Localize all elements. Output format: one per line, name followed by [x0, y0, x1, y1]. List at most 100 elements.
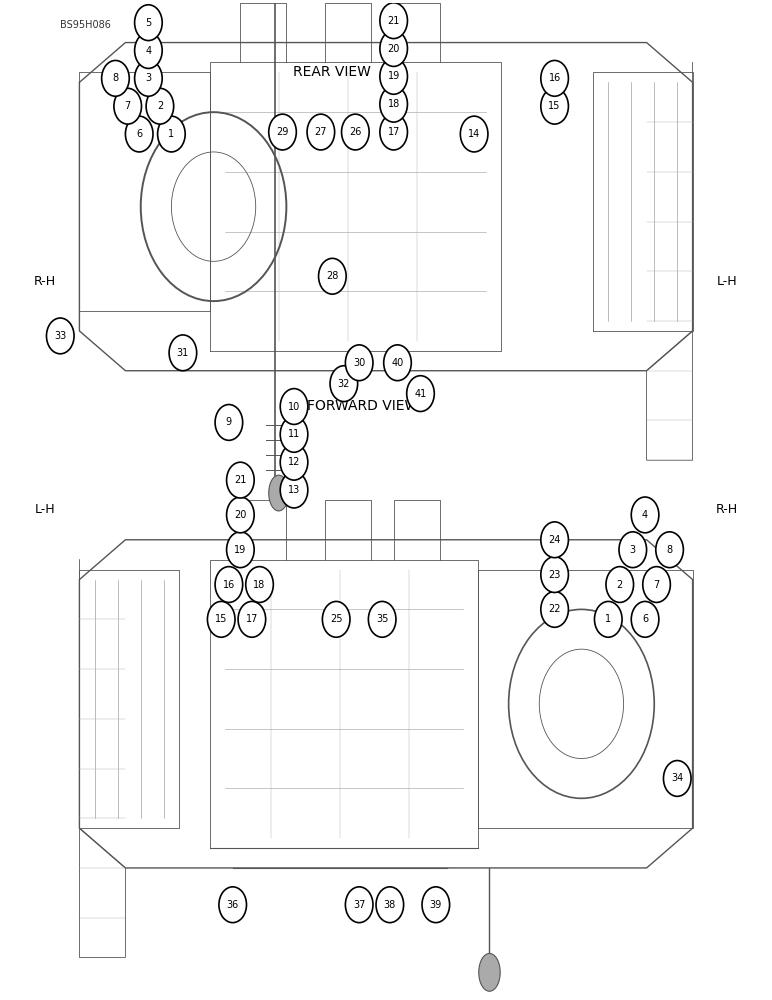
Circle shape [238, 601, 266, 637]
Circle shape [330, 366, 357, 402]
Circle shape [114, 88, 141, 124]
Text: R-H: R-H [34, 275, 56, 288]
Text: 22: 22 [548, 604, 561, 614]
Text: FORWARD VIEW: FORWARD VIEW [307, 399, 418, 413]
Text: 26: 26 [349, 127, 361, 137]
Circle shape [631, 601, 659, 637]
Text: 20: 20 [234, 510, 246, 520]
Text: 15: 15 [215, 614, 228, 624]
Text: REAR VIEW: REAR VIEW [293, 65, 371, 79]
Circle shape [157, 116, 185, 152]
Text: 38: 38 [384, 900, 396, 910]
Circle shape [226, 532, 254, 568]
Text: 4: 4 [642, 510, 648, 520]
Circle shape [541, 60, 568, 96]
Text: 41: 41 [415, 389, 427, 399]
Circle shape [134, 33, 162, 68]
Text: R-H: R-H [716, 503, 738, 516]
Text: 16: 16 [223, 580, 235, 590]
Text: 2: 2 [157, 101, 163, 111]
Circle shape [345, 345, 373, 381]
Circle shape [134, 60, 162, 96]
Text: 16: 16 [548, 73, 560, 83]
Text: 29: 29 [276, 127, 289, 137]
Circle shape [269, 114, 296, 150]
Text: 25: 25 [330, 614, 343, 624]
Circle shape [319, 258, 346, 294]
Circle shape [46, 318, 74, 354]
Circle shape [541, 591, 568, 627]
Circle shape [594, 601, 622, 637]
Text: 11: 11 [288, 429, 300, 439]
Circle shape [643, 567, 670, 602]
Text: 1: 1 [605, 614, 611, 624]
Text: 12: 12 [288, 457, 300, 467]
Circle shape [215, 567, 242, 602]
Text: 28: 28 [326, 271, 339, 281]
Circle shape [541, 557, 568, 592]
Text: 30: 30 [353, 358, 365, 368]
Text: 18: 18 [253, 580, 266, 590]
Text: 15: 15 [548, 101, 560, 111]
Text: 23: 23 [548, 570, 560, 580]
Text: BS95H086: BS95H086 [60, 20, 111, 30]
Circle shape [125, 116, 153, 152]
Text: 36: 36 [227, 900, 239, 910]
Circle shape [280, 416, 308, 452]
Text: 1: 1 [168, 129, 174, 139]
Text: 18: 18 [388, 99, 400, 109]
Circle shape [245, 567, 273, 602]
Text: 9: 9 [226, 417, 232, 427]
Text: 8: 8 [666, 545, 672, 555]
Circle shape [368, 601, 396, 637]
Circle shape [380, 114, 408, 150]
Circle shape [208, 601, 235, 637]
Text: 20: 20 [388, 44, 400, 54]
Text: L-H: L-H [716, 275, 737, 288]
Circle shape [323, 601, 350, 637]
Text: 34: 34 [671, 773, 683, 783]
Ellipse shape [269, 475, 289, 511]
Text: 24: 24 [548, 535, 560, 545]
Text: 3: 3 [630, 545, 636, 555]
Circle shape [376, 887, 404, 923]
Text: 17: 17 [245, 614, 258, 624]
Text: 17: 17 [388, 127, 400, 137]
Text: 3: 3 [145, 73, 151, 83]
Circle shape [280, 472, 308, 508]
Text: 21: 21 [388, 16, 400, 26]
Text: 27: 27 [315, 127, 327, 137]
Circle shape [307, 114, 334, 150]
Text: 37: 37 [353, 900, 365, 910]
Text: 21: 21 [234, 475, 246, 485]
Text: 6: 6 [642, 614, 648, 624]
Circle shape [345, 887, 373, 923]
Circle shape [663, 761, 691, 796]
Circle shape [134, 5, 162, 41]
Circle shape [219, 887, 246, 923]
Circle shape [146, 88, 174, 124]
Text: 2: 2 [617, 580, 623, 590]
Circle shape [226, 462, 254, 498]
Text: 6: 6 [136, 129, 142, 139]
Text: 33: 33 [54, 331, 66, 341]
Circle shape [226, 497, 254, 533]
Circle shape [169, 335, 197, 371]
Circle shape [280, 389, 308, 424]
Circle shape [380, 3, 408, 39]
Ellipse shape [479, 953, 500, 991]
Circle shape [541, 88, 568, 124]
Text: L-H: L-H [35, 503, 56, 516]
Text: 39: 39 [430, 900, 442, 910]
Circle shape [341, 114, 369, 150]
Text: 7: 7 [653, 580, 660, 590]
Text: 14: 14 [468, 129, 480, 139]
Circle shape [541, 522, 568, 558]
Text: 5: 5 [145, 18, 151, 28]
Circle shape [380, 58, 408, 94]
Text: 32: 32 [337, 379, 350, 389]
Text: 7: 7 [124, 101, 130, 111]
Circle shape [422, 887, 449, 923]
Circle shape [460, 116, 488, 152]
Text: 19: 19 [234, 545, 246, 555]
